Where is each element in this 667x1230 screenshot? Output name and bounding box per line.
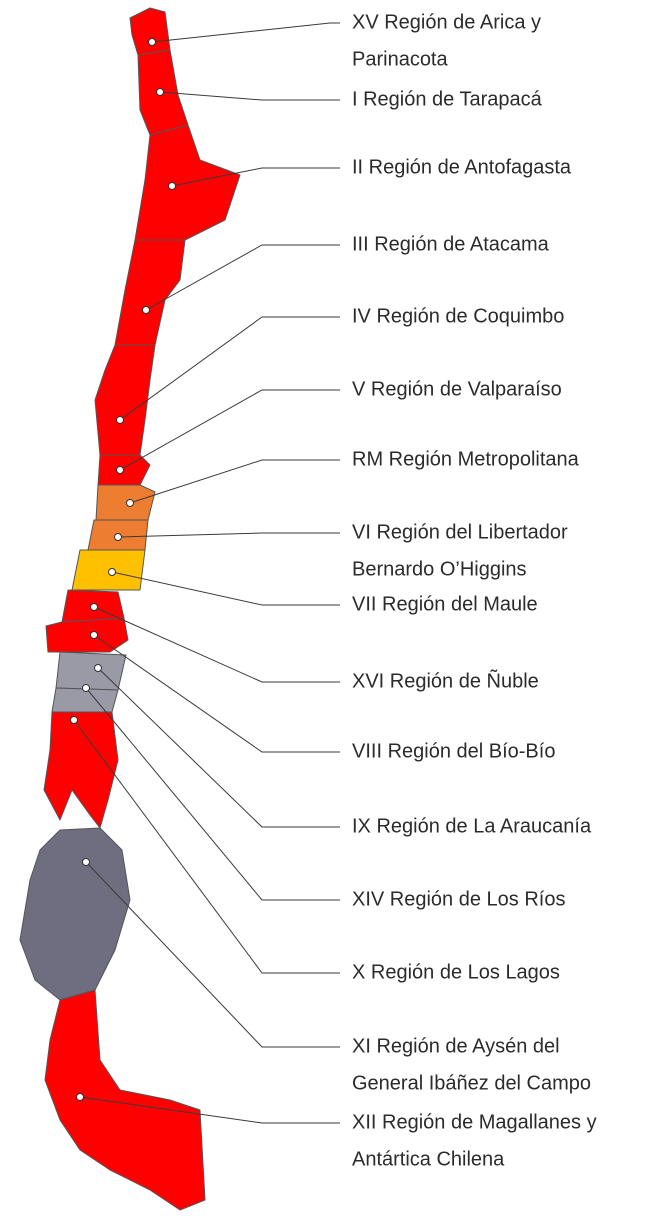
leader-line: [129, 459, 340, 504]
leader-line: [93, 634, 340, 753]
region-label: XII Región de Magallanes y: [352, 1111, 597, 1133]
leader-line: [79, 1096, 340, 1124]
region-shape: [19, 827, 131, 1001]
region-shape: [129, 7, 171, 56]
region-label: V Región de Valparaíso: [352, 378, 562, 400]
region-shape: [94, 344, 156, 456]
region-label: X Región de Los Lagos: [352, 961, 560, 983]
region-label: XVI Región de Ñuble: [352, 668, 539, 692]
region-label: VII Región del Maule: [352, 593, 538, 615]
region-dot: [76, 1093, 84, 1101]
region-shape: [45, 617, 129, 653]
region-dot: [116, 466, 124, 474]
leader-line: [97, 667, 340, 828]
leader-line: [93, 606, 340, 683]
region-label: General Ibáñez del Campo: [352, 1072, 591, 1094]
regions: [19, 7, 241, 1211]
leader-line: [85, 861, 340, 1048]
region-dot: [156, 88, 164, 96]
region-dot: [168, 182, 176, 190]
leader-line: [73, 719, 340, 974]
region-dot: [126, 499, 134, 507]
leader-line: [117, 532, 340, 538]
region-dot: [108, 568, 116, 576]
region-dot: [94, 664, 102, 672]
region-dot: [148, 38, 156, 46]
leader-line: [145, 244, 340, 311]
region-dot: [142, 306, 150, 314]
region-label: IV Región de Coquimbo: [352, 305, 564, 327]
region-dot: [82, 858, 90, 866]
region-label: XI Región de Aysén del: [352, 1035, 560, 1057]
region-label: Parinacota: [352, 48, 448, 70]
leader-line: [151, 22, 340, 43]
region-dot: [116, 416, 124, 424]
region-shape: [43, 711, 119, 829]
region-label: XIV Región de Los Ríos: [352, 888, 565, 910]
region-shape: [44, 989, 206, 1211]
region-dot: [90, 603, 98, 611]
region-dot: [114, 533, 122, 541]
region-label: Bernardo O’Higgins: [352, 558, 527, 580]
region-label: Antártica Chilena: [352, 1148, 505, 1170]
region-label: VI Región del Libertador: [352, 521, 568, 543]
leader-line: [111, 571, 340, 606]
leader-line: [119, 389, 340, 471]
region-label: II Región de Antofagasta: [352, 156, 572, 178]
region-dot: [82, 684, 90, 692]
region-label: XV Región de Arica y: [352, 11, 541, 33]
leader-line: [171, 167, 340, 187]
labels: XV Región de Arica y Parinacota I Región d…: [70, 11, 597, 1170]
region-dot: [90, 631, 98, 639]
region-label: III Región de Atacama: [352, 233, 550, 255]
region-label: RM Región Metropolitana: [352, 448, 580, 470]
leader-line: [85, 687, 340, 901]
region-label: IX Región de La Araucanía: [352, 815, 592, 837]
region-shape: [114, 239, 186, 346]
region-shape: [71, 549, 146, 591]
region-label: I Región de Tarapacá: [352, 88, 543, 110]
leader-line: [159, 91, 340, 101]
leader-line: [119, 316, 340, 421]
region-label: VIII Región del Bío-Bío: [352, 740, 555, 762]
region-shape: [95, 484, 156, 521]
region-dot: [70, 716, 78, 724]
